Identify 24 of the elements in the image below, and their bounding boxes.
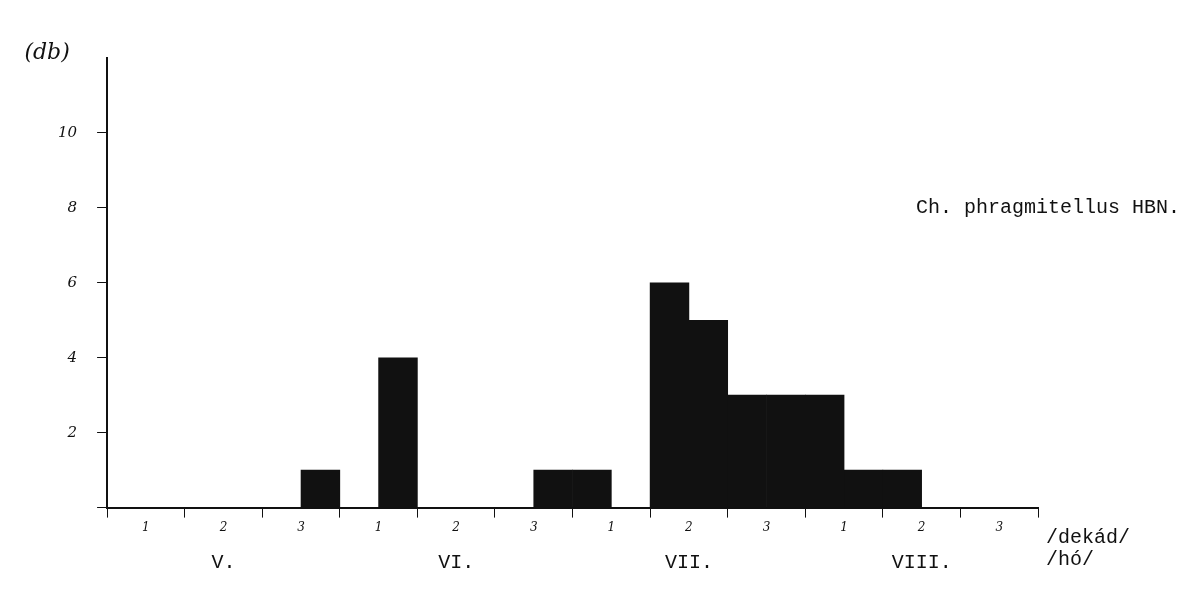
x-tick-label: 1 <box>374 519 383 534</box>
text: V. <box>211 550 236 574</box>
text: VIII. <box>891 550 952 574</box>
x-tick-label: 2 <box>684 519 693 534</box>
y-tick-label: 8 <box>67 197 78 216</box>
y-tick-label: 6 <box>67 272 78 291</box>
x-tick-label: 1 <box>142 519 150 534</box>
y-axis-title: (db) <box>24 38 70 64</box>
x-tick-label: 3 <box>297 519 306 534</box>
x-tick-label: 3 <box>529 519 538 534</box>
y-tick-label: 2 <box>66 422 78 441</box>
x-axis-title: /dekád/ /hó/ <box>1046 525 1131 571</box>
text: VII. <box>664 550 713 574</box>
text: Ch. phragmitellus HBN. <box>915 196 1180 220</box>
x-tick-label: 1 <box>840 519 848 534</box>
x-tick-label: 2 <box>451 519 460 534</box>
x-tick-label: 1 <box>607 519 616 534</box>
x-tick-label: 2 <box>218 519 228 534</box>
y-tick-label: 4 <box>66 347 78 366</box>
text: VI. <box>438 550 475 574</box>
x-tick-label: 3 <box>762 519 771 534</box>
x-tick-label: 2 <box>916 519 926 534</box>
x-tick-label: 3 <box>995 519 1004 534</box>
y-tick-label: 10 <box>57 122 78 141</box>
